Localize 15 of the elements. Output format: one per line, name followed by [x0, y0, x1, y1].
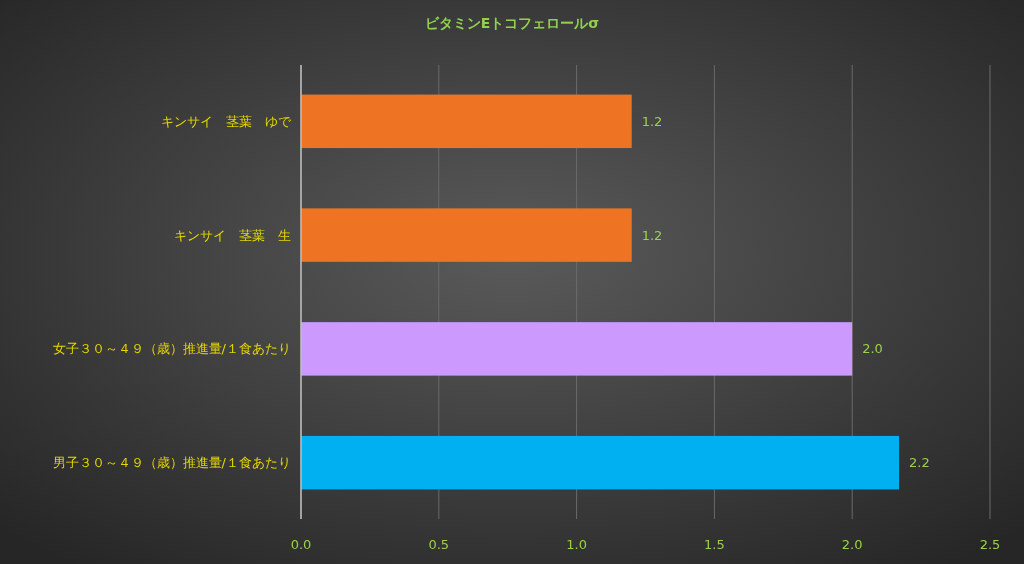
x-tick-label: 0.5 — [428, 537, 450, 552]
data-label: 2.2 — [909, 455, 930, 471]
y-tick-label: 女子３０～４９（歳）推進量/１食あたり — [52, 341, 291, 357]
y-tick-label: 男子３０～４９（歳）推進量/１食あたり — [52, 455, 291, 471]
x-tick-label: 1.0 — [566, 537, 587, 552]
chart-title: ビタミンEトコフェロールσ — [424, 15, 600, 31]
data-label: 1.2 — [641, 227, 663, 243]
y-tick-label: キンサイ 茎葉 生 — [174, 227, 291, 243]
x-tick-label: 2.5 — [979, 537, 1001, 552]
x-tick-label: 2.0 — [841, 537, 863, 552]
y-tick-label: キンサイ 茎葉 ゆで — [161, 113, 292, 129]
x-tick-label: 0.0 — [290, 537, 312, 552]
x-tick-label: 1.5 — [704, 537, 725, 552]
data-label: 1.2 — [641, 113, 663, 129]
data-label: 2.0 — [862, 341, 883, 357]
